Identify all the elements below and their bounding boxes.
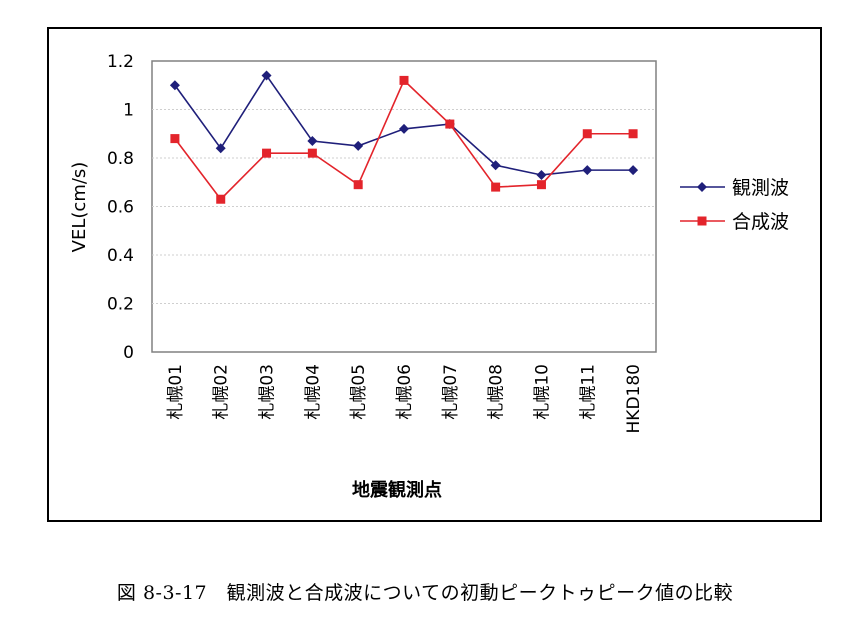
y-tick-labels: 0 0.2 0.4 0.6 0.8 1 1.2	[107, 52, 134, 363]
y-tick-label: 0.2	[107, 295, 134, 315]
chart-frame: 0 0.2 0.4 0.6 0.8 1 1.2 札幌01 札幌02 札幌03 札幌04 札幌05 札幌…	[47, 27, 822, 522]
data-point	[491, 182, 501, 192]
y-tick-label: 0.8	[107, 149, 134, 169]
x-tick-label: 札幌11	[578, 364, 598, 420]
data-point	[215, 143, 226, 154]
data-point	[445, 119, 455, 129]
data-point	[307, 136, 318, 147]
data-point	[262, 148, 272, 158]
data-point	[399, 123, 409, 134]
x-tick-label: 札幌04	[303, 364, 323, 420]
data-point	[536, 180, 546, 190]
legend-marker-1	[697, 182, 707, 192]
y-tick-label: 0.4	[107, 246, 134, 266]
chart-svg: 00.20.40.60.811.2 札幌01 札幌02 札幌03 札幌04 札幌05 札幌…	[69, 52, 789, 501]
x-axis-title: 地震観測点	[352, 479, 442, 501]
data-point	[307, 148, 317, 158]
x-tick-label: 札幌08	[487, 364, 507, 420]
legend-label-1: 観測波	[732, 177, 789, 199]
data-point	[353, 140, 364, 151]
y-tick-label: 0	[123, 343, 134, 363]
x-tick-label: 札幌03	[258, 364, 278, 420]
series-layer	[169, 70, 639, 204]
x-tick-label: 札幌10	[532, 364, 552, 420]
x-tick-label: HKD180	[624, 364, 644, 433]
y-tick-label: 0.6	[107, 198, 134, 218]
data-point	[628, 129, 638, 139]
data-point	[216, 194, 226, 204]
x-tick-label: 札幌02	[212, 364, 232, 420]
data-point	[261, 70, 272, 81]
legend-label-2: 合成波	[732, 211, 789, 233]
data-point	[536, 169, 547, 180]
data-point	[582, 129, 592, 139]
x-tick-label: 札幌01	[166, 364, 186, 420]
data-point	[490, 160, 501, 171]
y-tick-label: 1	[123, 101, 134, 121]
data-point	[169, 80, 180, 91]
data-point	[399, 75, 409, 85]
data-point	[170, 134, 180, 144]
x-tick-labels: 札幌01 札幌02 札幌03 札幌04 札幌05 札幌06 札幌07 札幌08 札幌10 札幌11…	[166, 364, 644, 433]
figure-caption: 図 8-3-17 観測波と合成波についての初動ピークトゥピーク値の比較	[116, 582, 734, 604]
data-point	[353, 180, 363, 190]
grid-lines	[152, 109, 656, 304]
x-tick-label: 札幌05	[349, 364, 369, 420]
data-point	[628, 165, 639, 176]
x-tick-label: 札幌07	[441, 364, 461, 420]
x-tick-label: 札幌06	[395, 364, 415, 420]
legend-marker-2	[697, 216, 707, 226]
y-tick-label: 1.2	[107, 52, 134, 72]
y-axis-title: VEL(cm/s)	[69, 162, 90, 253]
data-point	[582, 165, 593, 176]
